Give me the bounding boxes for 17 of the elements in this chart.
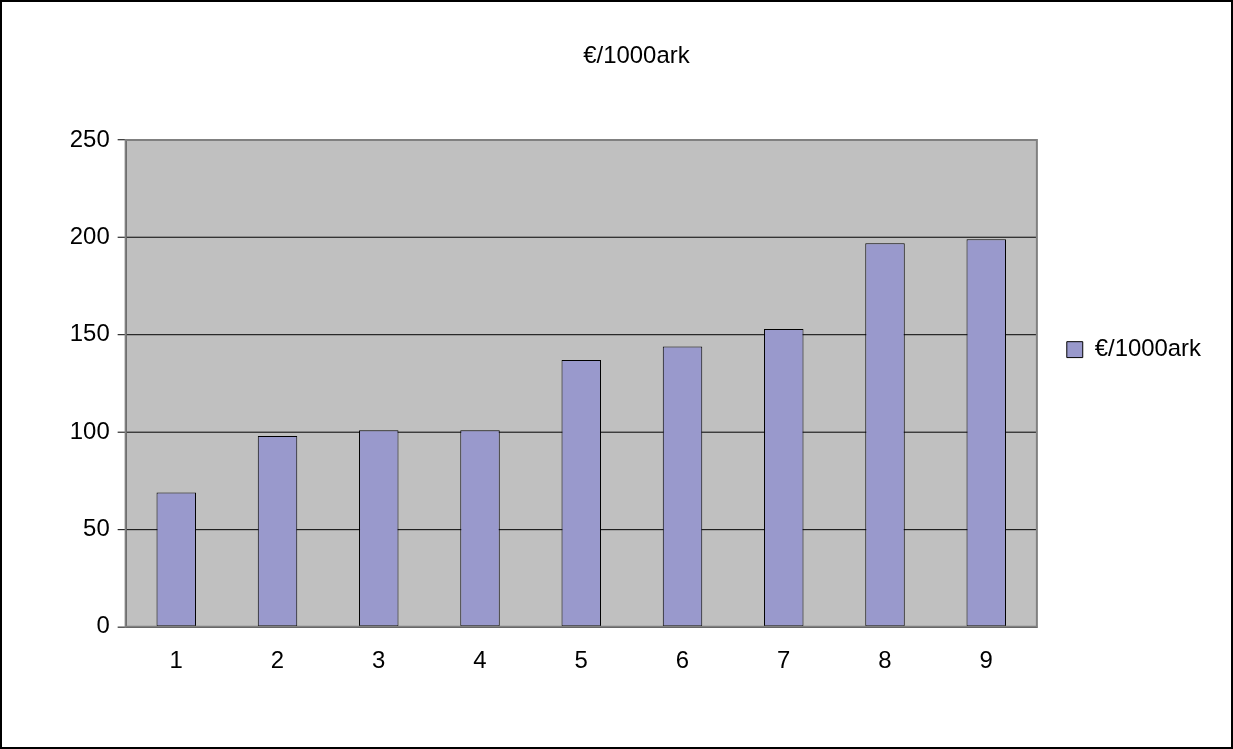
y-tick-label: 100 [69,416,110,444]
y-tick-label: 150 [69,319,110,347]
x-tick-label: 7 [777,645,791,673]
x-tick-label: 8 [878,645,892,673]
y-tick-label: 0 [96,611,110,639]
chart-title: €/1000ark [583,40,690,68]
x-tick-label: 9 [979,645,993,673]
x-tick-label: 4 [473,645,487,673]
y-tick-label: 50 [83,514,110,542]
x-tick-label: 6 [675,645,690,673]
y-tick-label: 200 [69,222,110,249]
legend-label: €/1000ark [1094,334,1202,362]
y-tick-label: 250 [69,124,110,152]
x-tick-label: 3 [372,645,386,673]
x-tick-label: 1 [169,645,183,673]
x-tick-label: 2 [270,645,285,673]
x-tick-label: 5 [574,645,588,673]
